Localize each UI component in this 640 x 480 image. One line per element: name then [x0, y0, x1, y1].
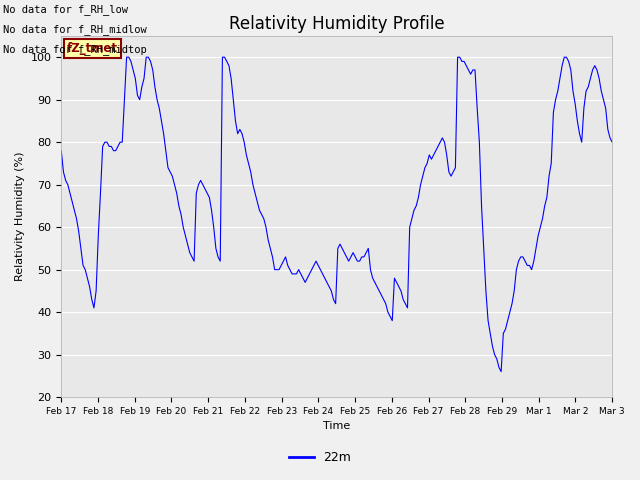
Text: No data for f_RH_low: No data for f_RH_low [3, 4, 128, 15]
X-axis label: Time: Time [323, 421, 350, 432]
Legend: 22m: 22m [284, 446, 356, 469]
Text: fZ_tmet: fZ_tmet [67, 42, 118, 55]
Title: Relativity Humidity Profile: Relativity Humidity Profile [229, 15, 445, 33]
Y-axis label: Relativity Humidity (%): Relativity Humidity (%) [15, 152, 25, 281]
Text: No data for f_RH_midlow: No data for f_RH_midlow [3, 24, 147, 35]
Text: No data for f_RH_midtop: No data for f_RH_midtop [3, 44, 147, 55]
